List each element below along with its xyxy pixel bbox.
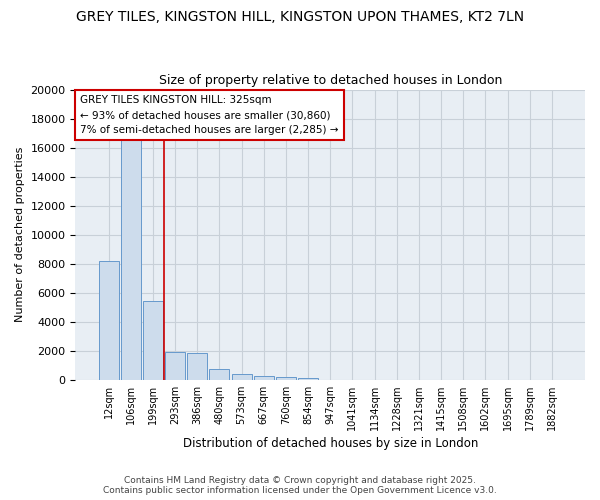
Bar bbox=[121, 138, 140, 380]
Title: Size of property relative to detached houses in London: Size of property relative to detached ho… bbox=[158, 74, 502, 87]
Text: GREY TILES KINGSTON HILL: 325sqm
← 93% of detached houses are smaller (30,860)
7: GREY TILES KINGSTON HILL: 325sqm ← 93% o… bbox=[80, 96, 339, 135]
Bar bbox=[209, 369, 229, 380]
Bar bbox=[276, 377, 296, 380]
Y-axis label: Number of detached properties: Number of detached properties bbox=[15, 147, 25, 322]
Bar bbox=[254, 376, 274, 380]
Bar bbox=[143, 302, 163, 380]
Bar bbox=[165, 352, 185, 380]
Text: Contains HM Land Registry data © Crown copyright and database right 2025.
Contai: Contains HM Land Registry data © Crown c… bbox=[103, 476, 497, 495]
Bar bbox=[298, 378, 318, 380]
Bar bbox=[98, 260, 119, 380]
X-axis label: Distribution of detached houses by size in London: Distribution of detached houses by size … bbox=[182, 437, 478, 450]
Bar bbox=[187, 353, 207, 380]
Text: GREY TILES, KINGSTON HILL, KINGSTON UPON THAMES, KT2 7LN: GREY TILES, KINGSTON HILL, KINGSTON UPON… bbox=[76, 10, 524, 24]
Bar bbox=[232, 374, 251, 380]
